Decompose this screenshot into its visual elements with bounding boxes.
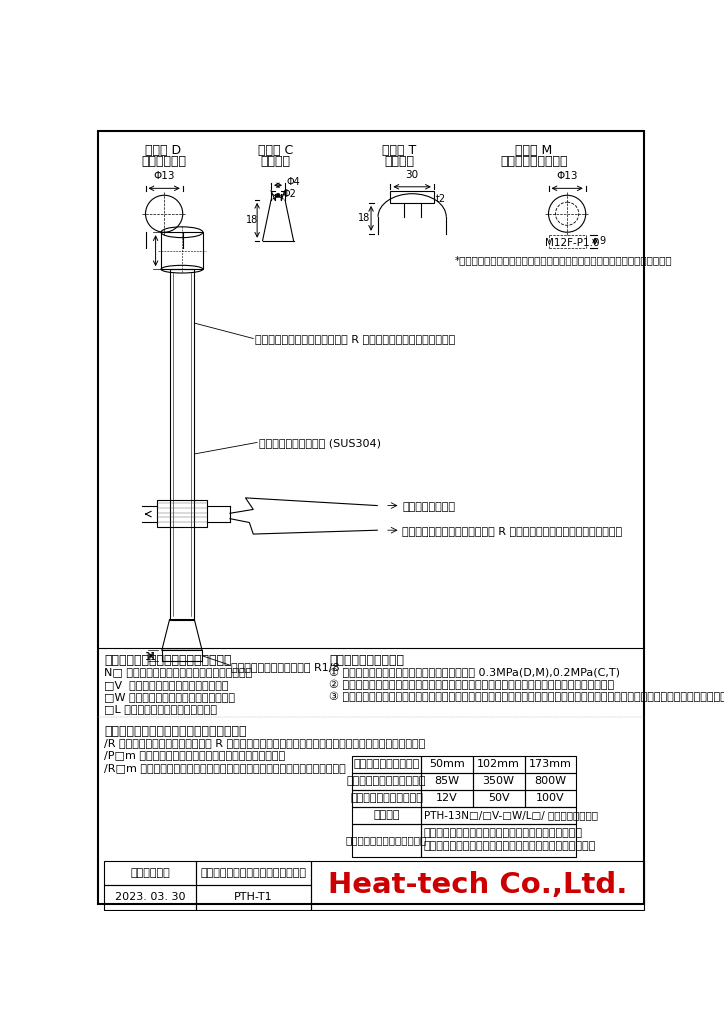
Text: *สามารถสั่งทำข้อต่อเกลียวที่ปลายได้: *สามารถสั่งทำข้อต่อเกลียวที่ปลายได้ [455,255,673,265]
Bar [161,232,203,269]
Text: □W ระบุพลังงานไฟฟ้า: □W ระบุพลังงานไฟฟ้า [104,692,235,701]
Bar [524,756,576,773]
Text: 18: 18 [358,213,370,223]
Text: วันที่: วันที่ [130,868,170,878]
Text: 18: 18 [245,215,258,225]
Text: /R อุณหภูมิลมร้อน R เทอร์โมคัปเปิลสานทีพิมพ์เข้าไป: /R อุณหภูมิลมร้อน R เทอร์โมคัปเปิลสานทีพ… [104,738,426,749]
Text: หมายเลขการวาดภาพ: หมายเลขการวาดภาพ [201,868,306,878]
Text: ร่อง: ร่อง [384,156,414,168]
Text: 100V: 100V [536,794,565,803]
Text: 9: 9 [599,237,605,246]
Bar [421,773,473,790]
Text: Φ2: Φ2 [282,189,297,200]
Text: แบบ C: แบบ C [258,144,293,158]
Bar [353,790,421,807]
Text: พลังงานไฟฟ้า: พลังงานไฟฟ้า [347,776,426,786]
Text: ② ขจัดละอองน้ำมันและหยดน้ำออกจากแก๊สที่จ่าย: ② ขจัดละอองน้ำมันและหยดน้ำออกจากแก๊สที่จ… [329,680,615,690]
Text: 50V: 50V [488,794,510,803]
Bar [157,500,207,527]
Text: □V  ระบุแรงดันไฟฟ้า: □V ระบุแรงดันไฟฟ้า [104,680,229,689]
Text: ท่อป้องกัน (SUS304): ท่อป้องกัน (SUS304) [258,438,381,447]
Text: 【หมายเหตุ】: 【หมายเหตุ】 [329,654,404,668]
Bar [524,773,576,790]
Bar [390,190,434,203]
Text: แบบ D: แบบ D [146,144,182,158]
Bar [196,885,311,909]
Text: โดยตรง: โดยตรง [141,156,186,168]
Text: 102mm: 102mm [477,759,520,769]
Text: 12V: 12V [436,794,458,803]
Bar [161,650,202,662]
Text: ชื่อผลิตภัณฑ์: ชื่อผลิตภัณฑ์ [346,836,427,846]
Text: ช่องจ่ายแก๊ส R1/8: ช่องจ่ายแก๊ส R1/8 [231,662,340,672]
Text: ความยาวท่อ: ความยาวท่อ [353,759,420,769]
Text: เธรดภายใน: เธรดภายใน [500,156,568,168]
Text: ③ การให้ความร้อนโดยไม่จ่ายแก๊สอุณหภูมิด่าจะทำให้เครื่องเสียหายบ้: ③ การให้ความร้อนโดยไม่จ่ายแก๊สอุณหภูมิด่… [329,692,724,702]
Text: อุณหภูมิลมร้อน R เทอร์โมคัปเปิล: อุณหภูมิลมร้อน R เทอร์โมคัปเปิล [255,334,455,344]
Bar [421,807,576,823]
Text: 85W: 85W [434,776,459,786]
Text: แรงดันไฟฟ้า: แรงดันไฟฟ้า [350,794,423,803]
Bar [196,860,311,885]
Text: Φ4: Φ4 [287,177,300,187]
Text: t2: t2 [436,194,446,204]
Bar [524,790,576,807]
Text: Heat-tech Co.,Ltd.: Heat-tech Co.,Ltd. [327,871,627,899]
Text: 【ตัวเลือกเพิ่มเติม】: 【ตัวเลือกเพิ่มเติม】 [104,725,247,738]
Text: 2023. 03. 30: 2023. 03. 30 [115,893,185,902]
Text: รุ่น: รุ่น [374,810,400,820]
Text: Φ13: Φ13 [556,171,578,181]
Text: 【ระบุดอนสั่งซื้อ】: 【ระบุดอนสั่งซื้อ】 [104,654,232,668]
Text: /R□m ระบุความยาวของสายเทอร์โมคัปเปิล: /R□m ระบุความยาวของสายเทอร์โมคัปเปิล [104,763,346,773]
Bar [473,790,524,807]
Circle shape [276,194,280,198]
Bar [104,885,196,909]
Text: PTH-T1: PTH-T1 [234,893,272,902]
Text: □L ระบุความยาวท่อ: □L ระบุความยาวท่อ [104,705,217,714]
Bar [473,773,524,790]
Text: M12F-P1.0: M12F-P1.0 [545,239,600,249]
Text: 50mm: 50mm [429,759,465,769]
Text: /P□m ระบุความยาวของสายไฟฟ้า: /P□m ระบุความยาวของสายไฟฟ้า [104,751,285,761]
Bar [169,269,194,620]
Text: แบบ M: แบบ M [515,144,552,158]
Text: องค์ประกอบความร้อนแพลทินัม: องค์ประกอบความร้อนแพลทินัม [424,841,596,851]
Bar [353,756,421,773]
Text: 350W: 350W [482,776,515,786]
Text: 800W: 800W [534,776,566,786]
Text: แบบ T: แบบ T [382,144,416,158]
Text: กรวย: กรวย [261,156,290,168]
Text: 30: 30 [405,170,418,180]
Bar [353,823,421,857]
Bar [473,756,524,773]
Bar [311,860,644,909]
Text: อุณหภูมิลมร้อน R ลวดเทอร์โมคัปเปิล: อุณหภูมิลมร้อน R ลวดเทอร์โมคัปเปิล [402,526,622,537]
Text: เครื่องทำลมร้อนอากาศร้อน: เครื่องทำลมร้อนอากาศร้อน [424,828,583,839]
Text: Φ13: Φ13 [153,171,175,181]
Bar [104,860,196,885]
Text: ① ความด้านทานแรงดันคือ 0.3MPa(D,M),0.2MPa(C,T): ① ความด้านทานแรงดันคือ 0.3MPa(D,M),0.2MP… [329,668,620,677]
Text: 173mm: 173mm [529,759,572,769]
Bar [353,807,421,823]
Text: 11: 11 [145,652,157,662]
Bar [421,756,473,773]
Text: PTH-13N□/□V-□W/L□/ ตัวเลือก: PTH-13N□/□V-□W/L□/ ตัวเลือก [424,810,598,820]
Text: สายไฟฟ้า: สายไฟฟ้า [402,502,455,512]
Bar [421,823,576,857]
Text: N□ ระบุรูปร่างส่วนปลาย: N□ ระบุรูปร่างส่วนปลาย [104,668,253,677]
Bar [421,790,473,807]
Bar [353,773,421,790]
